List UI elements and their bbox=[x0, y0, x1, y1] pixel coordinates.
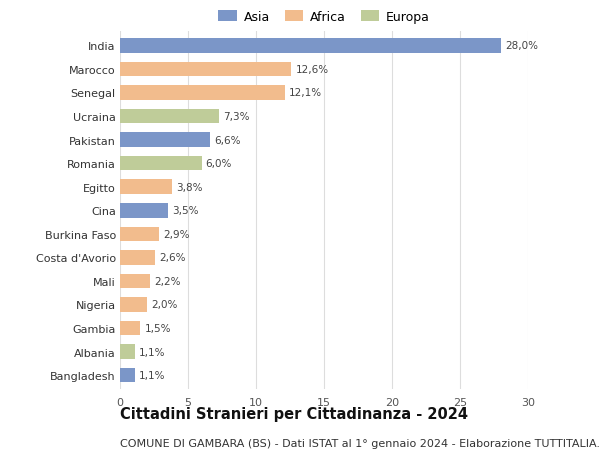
Bar bbox=[120, 345, 135, 359]
Bar bbox=[120, 157, 202, 171]
Bar bbox=[120, 109, 219, 124]
Text: 7,3%: 7,3% bbox=[223, 112, 250, 122]
Bar bbox=[120, 62, 292, 77]
Text: 1,5%: 1,5% bbox=[145, 323, 171, 333]
Bar bbox=[120, 86, 284, 101]
Bar bbox=[120, 227, 160, 241]
Text: 2,0%: 2,0% bbox=[151, 300, 178, 310]
Text: 2,2%: 2,2% bbox=[154, 276, 181, 286]
Bar bbox=[120, 297, 147, 312]
Text: 12,1%: 12,1% bbox=[289, 88, 322, 98]
Bar bbox=[120, 251, 155, 265]
Bar bbox=[120, 39, 501, 54]
Bar bbox=[120, 368, 135, 383]
Text: 1,1%: 1,1% bbox=[139, 370, 166, 381]
Text: 2,9%: 2,9% bbox=[164, 230, 190, 239]
Text: 3,8%: 3,8% bbox=[176, 182, 202, 192]
Text: COMUNE DI GAMBARA (BS) - Dati ISTAT al 1° gennaio 2024 - Elaborazione TUTTITALIA: COMUNE DI GAMBARA (BS) - Dati ISTAT al 1… bbox=[120, 438, 600, 448]
Bar bbox=[120, 321, 140, 336]
Text: 12,6%: 12,6% bbox=[295, 65, 329, 75]
Text: 6,6%: 6,6% bbox=[214, 135, 241, 145]
Text: 28,0%: 28,0% bbox=[505, 41, 538, 51]
Text: 3,5%: 3,5% bbox=[172, 206, 198, 216]
Legend: Asia, Africa, Europa: Asia, Africa, Europa bbox=[216, 8, 432, 26]
Text: 6,0%: 6,0% bbox=[206, 159, 232, 169]
Bar bbox=[120, 133, 210, 147]
Text: Cittadini Stranieri per Cittadinanza - 2024: Cittadini Stranieri per Cittadinanza - 2… bbox=[120, 406, 468, 420]
Text: 1,1%: 1,1% bbox=[139, 347, 166, 357]
Bar bbox=[120, 180, 172, 195]
Text: 2,6%: 2,6% bbox=[160, 253, 186, 263]
Bar bbox=[120, 274, 150, 289]
Bar bbox=[120, 203, 167, 218]
